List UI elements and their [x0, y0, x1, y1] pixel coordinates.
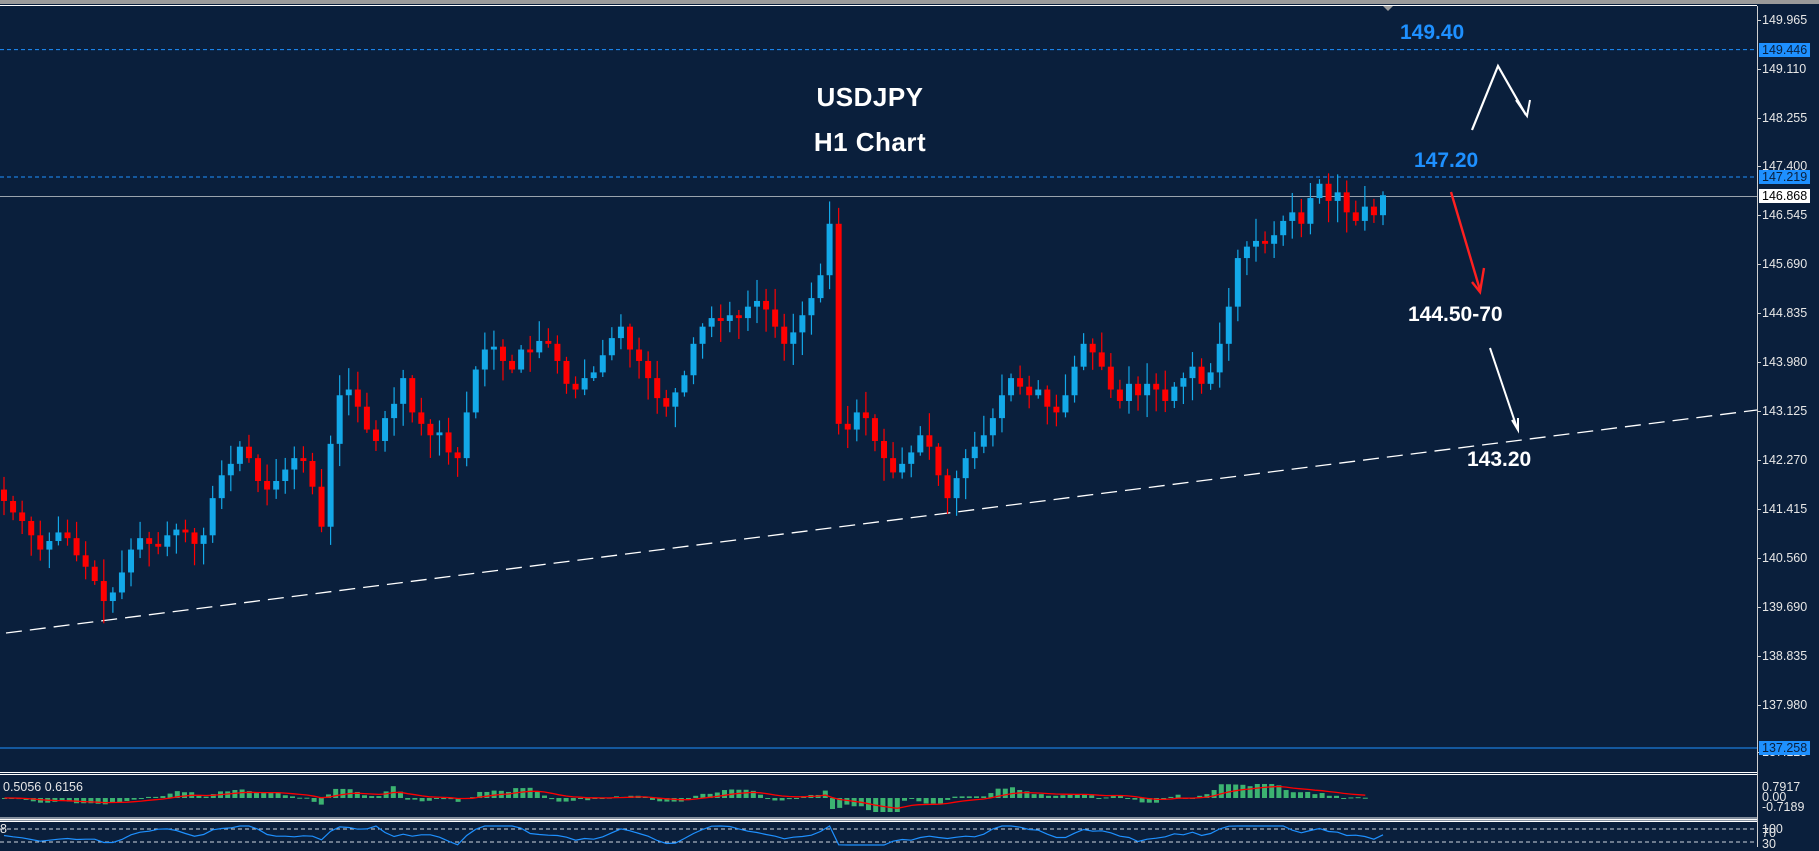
price-axis-line — [1757, 6, 1758, 847]
price-axis-tick-mark — [1757, 656, 1761, 657]
price-axis-tick: 149.965 — [1762, 13, 1808, 27]
current-price-tag: 146.868 — [1759, 189, 1811, 203]
price-tag-137258: 137.258 — [1759, 741, 1811, 755]
macd-axis-zero: 0.00 — [1762, 790, 1787, 804]
price-axis-tick: 137.980 — [1762, 698, 1808, 712]
price-axis-tick: 144.835 — [1762, 306, 1808, 320]
chart-top-border — [0, 5, 1757, 6]
projection-arrow-icon — [1470, 63, 1527, 131]
price-axis-tick: 149.110 — [1762, 62, 1807, 76]
price-axis-tick-mark — [1757, 166, 1761, 167]
price-axis-tick: 141.415 — [1762, 502, 1808, 516]
rsi-line — [3, 825, 1384, 846]
annotation-149-40: 149.40 — [1400, 21, 1465, 44]
price-axis-tick-mark — [1757, 558, 1761, 559]
rsi-canvas — [0, 817, 1757, 846]
price-axis-tick-mark — [1757, 705, 1761, 706]
price-axis-tick: 138.835 — [1762, 649, 1808, 663]
rsi-axis-100: 100 — [1762, 822, 1783, 836]
annotation-147-20: 147.20 — [1414, 149, 1479, 172]
white-down-arrow-icon — [1489, 347, 1518, 429]
shift-marker-icon — [1383, 6, 1393, 11]
macd-signal-line — [4, 785, 1366, 809]
price-axis-tick-mark — [1757, 264, 1761, 265]
price-tag-149446: 149.446 — [1759, 43, 1811, 57]
rsi-left-label: 8 — [0, 822, 7, 836]
annotation-143-20: 143.20 — [1467, 448, 1532, 471]
macd-axis-top: 0.7917 — [1762, 780, 1801, 794]
price-axis-tick: 148.255 — [1762, 111, 1808, 125]
annotation-144-50-70: 144.50-70 — [1408, 303, 1503, 326]
window-top-border — [0, 0, 1819, 4]
price-axis-tick-mark — [1757, 607, 1761, 608]
price-axis-tick: 147.400 — [1762, 159, 1808, 173]
price-axis-tick: 143.980 — [1762, 355, 1808, 369]
chart-title-timeframe: H1 Chart — [813, 127, 927, 157]
macd-canvas — [2, 784, 1368, 812]
price-axis-tick: 143.125 — [1762, 404, 1808, 418]
price-chart-canvas[interactable] — [0, 0, 1757, 773]
price-axis-tick-mark — [1757, 460, 1761, 461]
price-axis-tick-mark — [1757, 313, 1761, 314]
red-down-arrow-icon — [1449, 191, 1482, 291]
price-axis-tick-mark — [1757, 118, 1761, 119]
price-axis-tick: 142.270 — [1762, 453, 1808, 467]
price-axis-tick-mark — [1757, 509, 1761, 510]
price-axis-tick: 146.545 — [1762, 208, 1808, 222]
macd-axis-bottom: -0.7189 — [1762, 800, 1805, 814]
price-axis-tick: 139.690 — [1762, 600, 1808, 614]
rsi-axis-70: 70 — [1762, 826, 1776, 840]
macd-values-label: 0.5056 0.6156 — [3, 780, 83, 794]
price-axis-tick-mark — [1757, 215, 1761, 216]
price-axis-tick-mark — [1757, 411, 1761, 412]
price-axis-tick-mark — [1757, 362, 1761, 363]
trendline — [5, 409, 1757, 634]
price-chart-pane[interactable] — [0, 6, 1757, 772]
price-axis-tick-mark — [1757, 20, 1761, 21]
price-tag-147219: 147.219 — [1759, 170, 1811, 184]
rsi-axis-30: 30 — [1762, 837, 1776, 851]
chart-title-symbol: USDJPY — [816, 82, 924, 112]
price-axis-tick: 140.560 — [1762, 551, 1808, 565]
price-axis-tick-mark — [1757, 69, 1761, 70]
price-axis-tick: 145.690 — [1762, 257, 1808, 271]
